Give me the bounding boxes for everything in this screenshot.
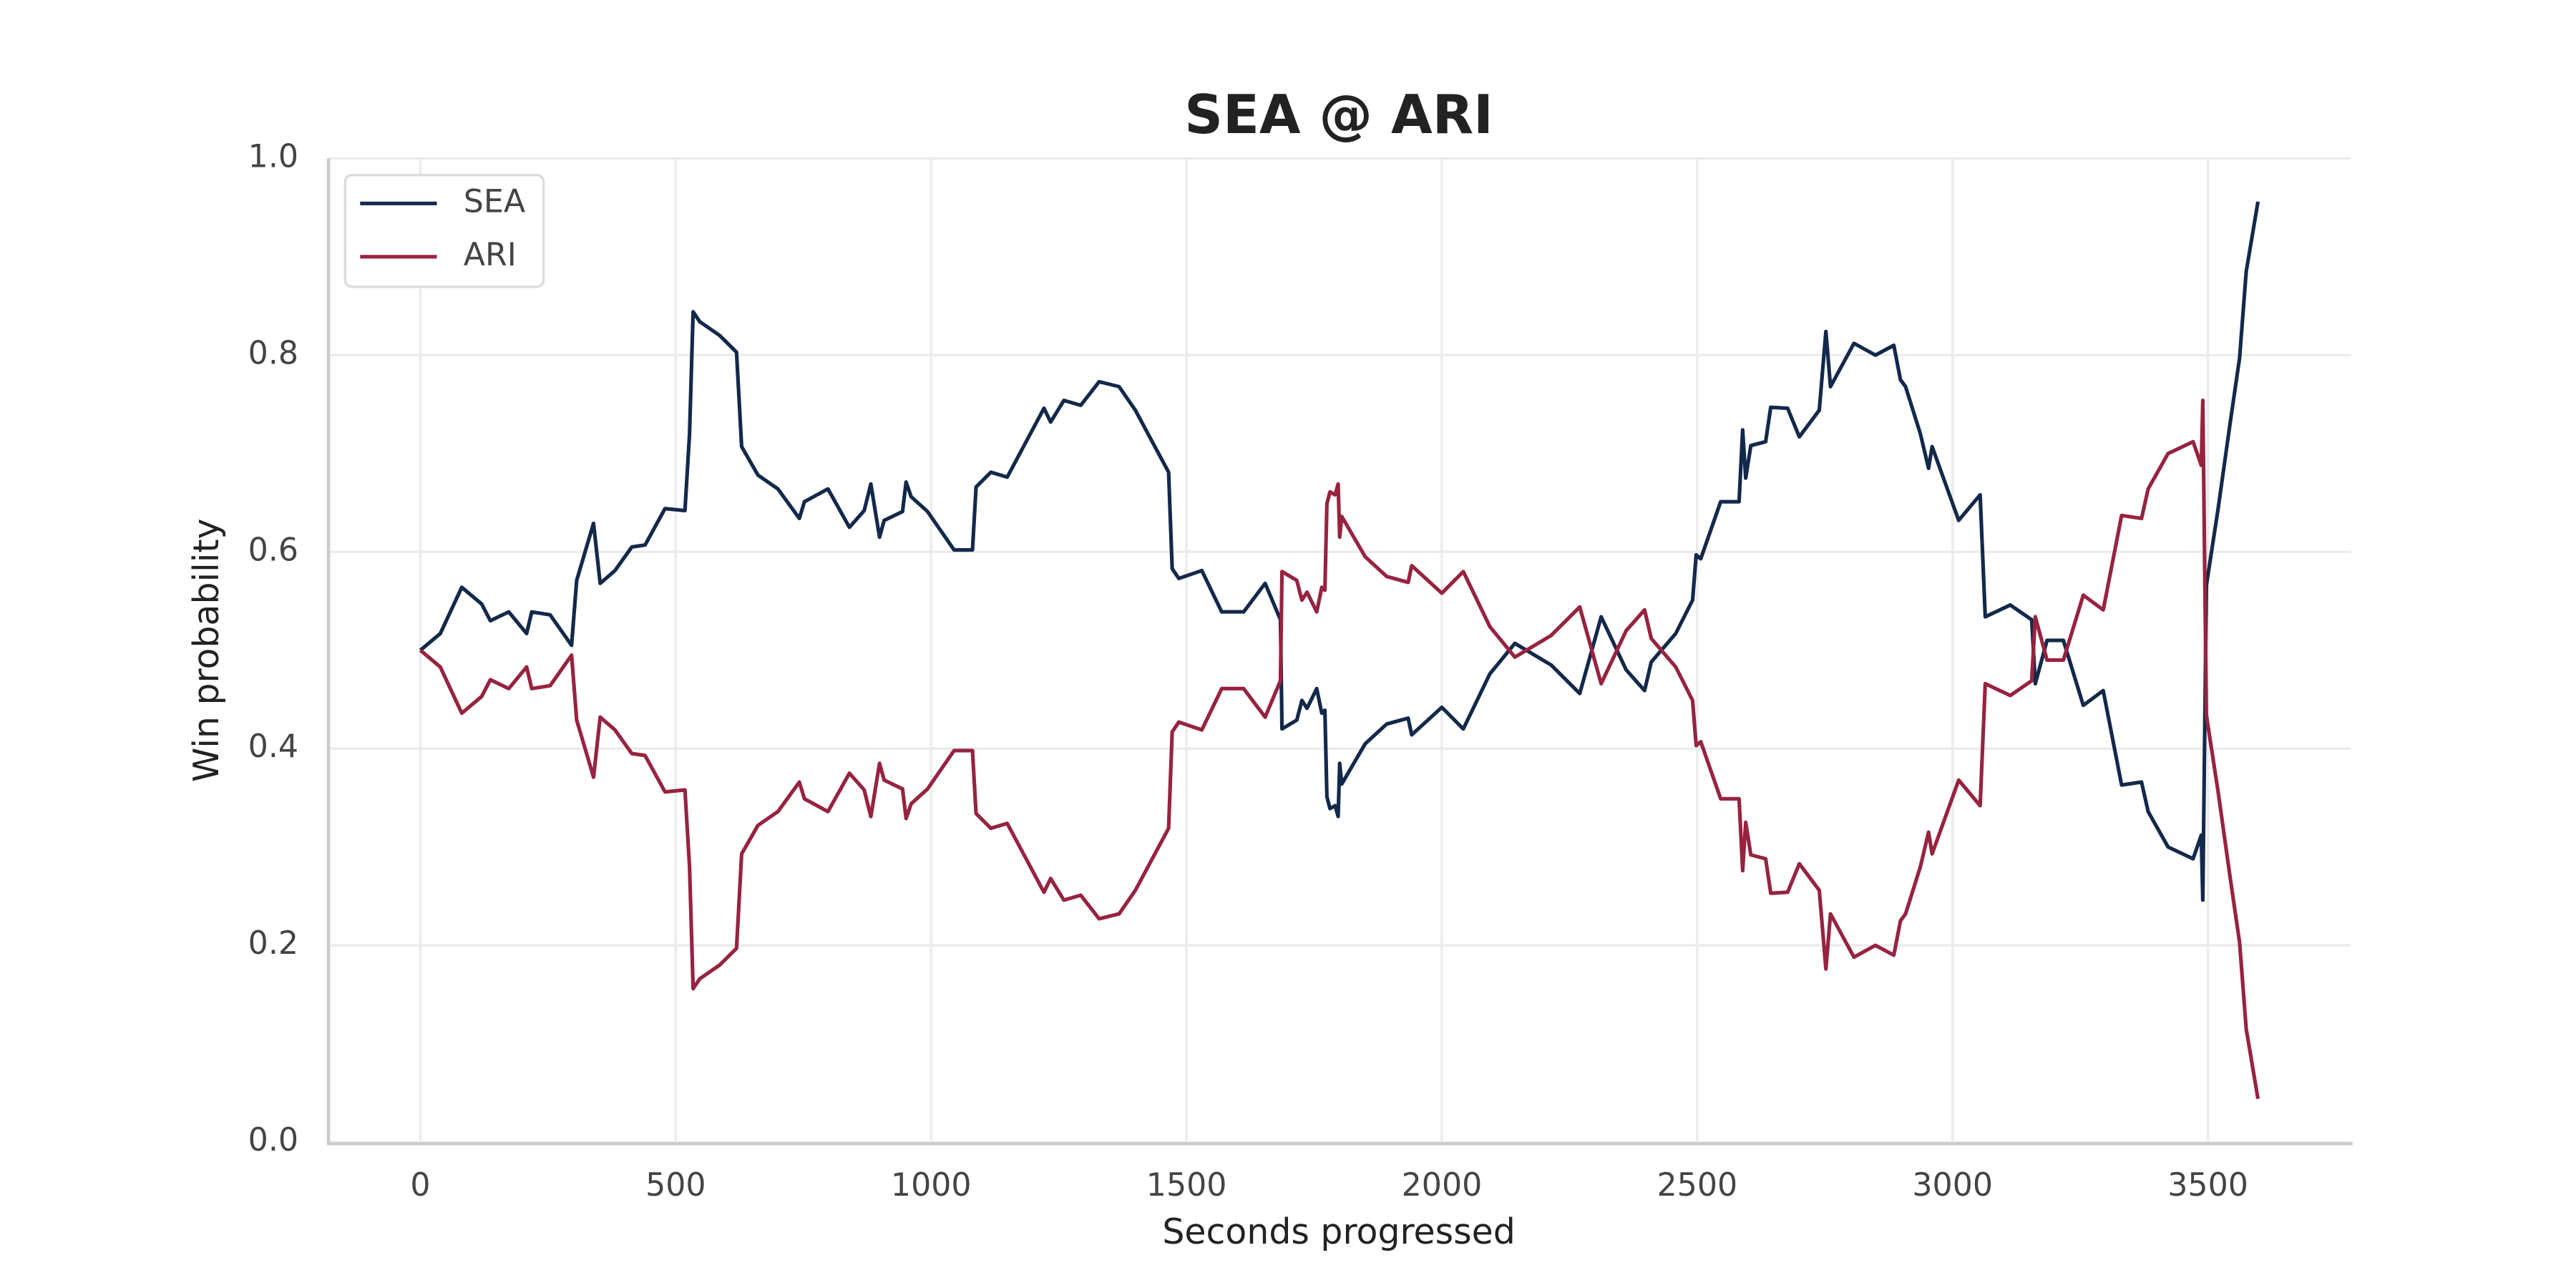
series-line: [419, 201, 2260, 902]
x-axis-label: Seconds progressed: [1162, 1211, 1515, 1252]
x-tick-label: 1500: [1146, 1167, 1227, 1204]
x-tick-label: 2500: [1657, 1167, 1738, 1204]
x-tick-label: 3000: [1912, 1167, 1993, 1204]
legend-label: ARI: [464, 237, 517, 273]
y-tick-label: 0.2: [248, 925, 298, 962]
y-tick-label: 1.0: [248, 138, 298, 175]
y-tick-label: 0.4: [248, 728, 298, 765]
y-tick-label: 0.8: [248, 335, 298, 371]
x-tick-label: 3500: [2167, 1167, 2248, 1204]
legend-label: SEA: [464, 183, 525, 220]
x-tick-label: 1000: [891, 1167, 972, 1204]
y-tick-label: 0.6: [248, 532, 298, 568]
grid: 0.0 0.2 0.4 0.6 0.8 1.0 0 500 1000 1500 2000 2500 30…: [248, 138, 2351, 1204]
y-axis-label: Win probability: [186, 519, 227, 782]
plot-lines: [419, 201, 2260, 1100]
series-line: [419, 398, 2260, 1100]
x-tick-label: 0: [410, 1167, 430, 1204]
x-tick-label: 500: [645, 1167, 706, 1204]
legend: SEA ARI: [343, 173, 545, 288]
chart-title: SEA @ ARI: [1184, 84, 1493, 146]
x-tick-label: 2000: [1402, 1167, 1483, 1204]
y-tick-label: 0.0: [248, 1122, 298, 1158]
